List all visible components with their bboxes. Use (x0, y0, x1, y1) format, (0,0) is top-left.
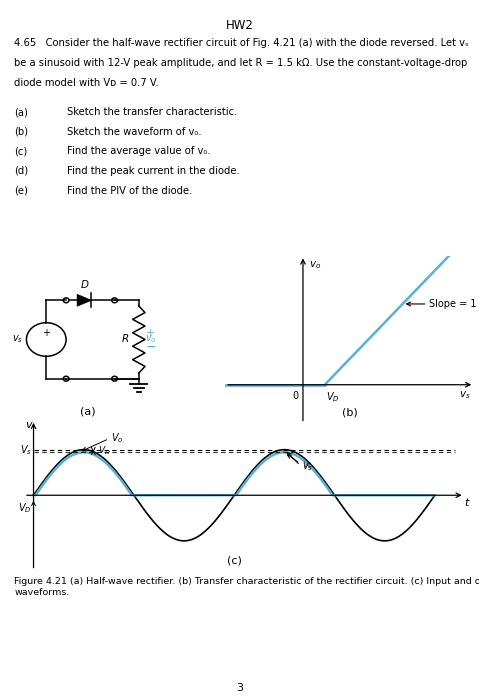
Text: $V_D$: $V_D$ (98, 444, 111, 457)
Text: $V_s$: $V_s$ (20, 442, 32, 456)
Text: $v_o$: $v_o$ (309, 259, 321, 270)
Text: (b): (b) (342, 407, 357, 417)
Text: Sketch the waveform of v₀.: Sketch the waveform of v₀. (67, 127, 202, 136)
Text: +: + (146, 328, 156, 338)
Text: Sketch the transfer characteristic.: Sketch the transfer characteristic. (67, 107, 238, 117)
Text: (e): (e) (14, 186, 28, 195)
Text: 0: 0 (292, 391, 298, 400)
Text: v: v (25, 420, 32, 430)
Text: −: − (146, 342, 156, 354)
Text: t: t (465, 498, 469, 508)
Text: $v_s$: $v_s$ (459, 390, 471, 401)
Text: Find the PIV of the diode.: Find the PIV of the diode. (67, 186, 193, 195)
Text: R: R (122, 335, 129, 344)
Text: be a sinusoid with 12-V peak amplitude, and let R = 1.5 kΩ. Use the constant-vol: be a sinusoid with 12-V peak amplitude, … (14, 58, 468, 68)
Text: Find the average value of v₀.: Find the average value of v₀. (67, 146, 211, 156)
Polygon shape (77, 294, 91, 307)
Text: $v_o$: $v_o$ (145, 334, 157, 345)
Text: 3: 3 (236, 683, 243, 693)
Text: +: + (42, 328, 50, 338)
Text: (b): (b) (14, 127, 28, 136)
Text: $v_s$: $v_s$ (12, 334, 23, 345)
Text: $V_o$: $V_o$ (111, 430, 123, 444)
Text: Find the peak current in the diode.: Find the peak current in the diode. (67, 166, 240, 176)
Text: diode model with Vᴅ = 0.7 V.: diode model with Vᴅ = 0.7 V. (14, 78, 159, 88)
Text: (a): (a) (14, 107, 28, 117)
Text: (d): (d) (14, 166, 28, 176)
Text: (c): (c) (227, 556, 241, 566)
Text: D: D (80, 280, 88, 290)
Text: (c): (c) (14, 146, 28, 156)
Text: $v_s$: $v_s$ (302, 461, 313, 473)
Text: 4.65   Consider the half-wave rectifier circuit of Fig. 4.21 (a) with the diode : 4.65 Consider the half-wave rectifier ci… (14, 38, 469, 48)
Text: Slope = 1: Slope = 1 (429, 299, 477, 309)
Text: Figure 4.21 (a) Half-wave rectifier. (b) Transfer characteristic of the rectifie: Figure 4.21 (a) Half-wave rectifier. (b)… (14, 578, 479, 597)
Text: HW2: HW2 (226, 19, 253, 32)
Text: $V_D$: $V_D$ (18, 500, 32, 514)
Text: $v_o$: $v_o$ (302, 459, 313, 471)
Text: $V_D$: $V_D$ (326, 391, 340, 405)
Text: (a): (a) (80, 406, 96, 416)
